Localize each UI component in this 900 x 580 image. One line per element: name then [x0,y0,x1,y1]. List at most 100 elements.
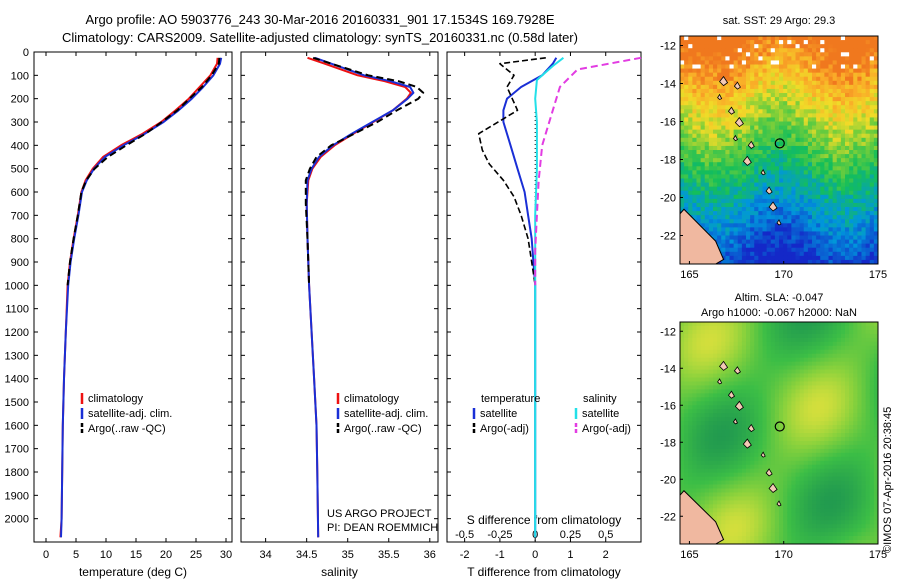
map-cell [692,72,697,78]
map-cell [741,60,747,65]
map-cell [721,174,726,179]
map-cell [779,329,784,335]
map-cell [816,145,821,151]
map-cell [733,385,739,390]
map-cell [684,84,689,90]
map-cell [725,436,730,442]
map-cell [840,72,846,78]
map-cell [717,121,722,126]
map-cell [704,496,710,501]
map-cell [762,207,768,212]
map-cell [803,456,809,462]
map-cell [680,178,685,183]
map-cell [770,524,776,529]
map-cell [774,476,780,481]
map-cell [721,129,726,135]
map-cell [700,413,706,418]
map-cell [865,154,871,159]
map-cell [861,239,867,245]
map-cell [803,413,809,418]
map-cell [696,36,702,41]
map-cell [779,528,784,533]
map-cell [807,93,813,98]
map-cell [708,381,714,386]
map-cell [684,36,689,41]
map-cell [770,345,776,351]
map-cell [824,207,829,212]
map-cell [704,488,710,493]
map-cell [799,480,805,485]
map-cell [708,373,714,378]
map-cell [774,540,780,545]
map-cell [770,444,776,450]
map-cell [816,109,821,114]
map-cell [791,508,796,513]
map-cell [684,129,689,135]
map-cell [774,251,780,257]
map-cell [779,198,784,204]
map-cell [704,93,710,98]
map-cell [861,68,867,74]
map-cell [746,456,751,462]
map-cell [824,373,829,378]
map-cell [704,329,710,335]
map-cell [729,508,735,513]
depth-tick-label: 700 [11,210,29,222]
map-cell [828,117,834,122]
map-cell [704,215,710,220]
map-cell [762,393,768,398]
map-cell [770,109,776,114]
map-cell [873,202,879,208]
map-cell [787,97,792,102]
map-cell [787,215,792,220]
sdiff-argo-line [534,56,642,286]
map-cell [832,211,838,216]
map-cell [770,504,776,509]
map-cell [812,373,817,378]
map-cell [754,52,759,57]
map-cell [717,178,722,183]
map-cell [737,329,743,335]
map-cell [708,325,714,331]
map-cell [708,137,714,143]
map-cell [816,436,821,442]
map-cell [704,405,710,410]
map-cell [807,162,813,167]
map-cell [807,436,813,442]
map-cell [832,113,838,118]
map-cell [787,219,792,224]
map-cell [824,158,829,163]
map-cell [770,178,776,183]
map-cell [824,162,829,167]
map-cell [700,480,706,485]
map-cell [787,349,792,355]
map-cell [832,251,838,257]
map-cell [828,341,834,347]
map-cell [873,101,879,106]
map-cell [717,129,722,135]
map-cell [725,166,730,171]
map-cell [873,93,879,98]
map-cell [803,353,809,359]
map-cell [791,377,796,382]
map-cell [708,84,714,90]
map-cell [799,381,805,386]
map-cell [766,84,772,90]
map-cell [816,60,821,65]
map-cell [725,369,730,374]
map-cell [758,243,763,249]
map-cell [791,500,796,505]
map-cell [758,464,763,470]
map-cell [849,64,854,69]
map-cell [779,255,784,261]
map-cell [684,105,689,110]
map-cell [758,117,763,122]
map-cell [733,235,739,240]
map-cell [721,52,726,57]
map-cell [750,158,755,163]
map-cell [824,433,829,438]
map-cell [820,194,825,200]
map-cell [754,247,759,253]
map-cell [741,444,747,450]
map-cell [708,178,714,183]
